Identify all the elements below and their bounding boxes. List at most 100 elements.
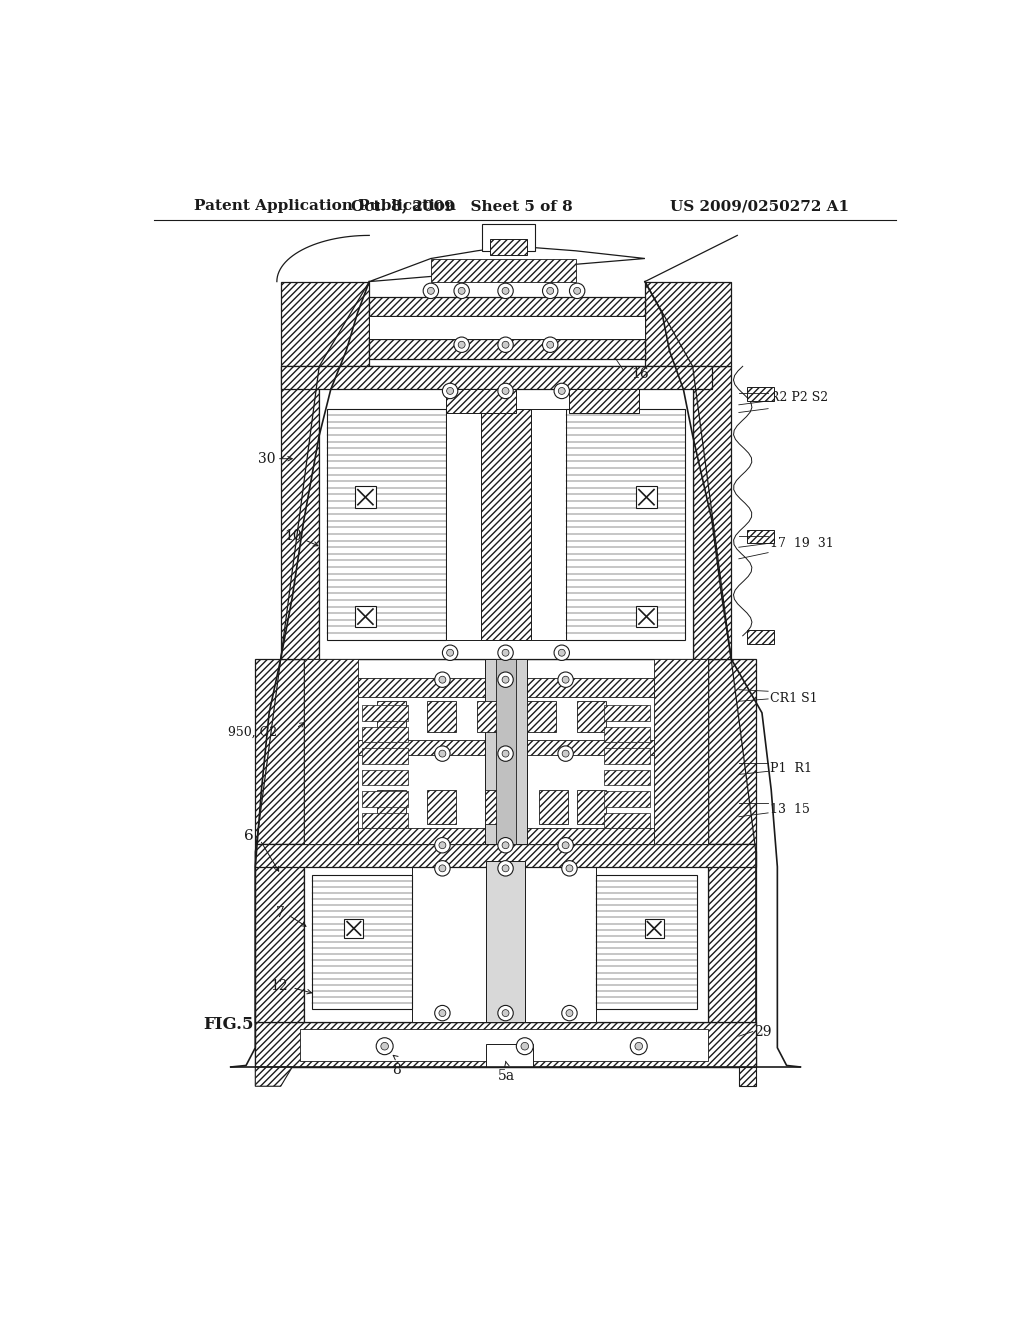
Text: CR1 S1: CR1 S1 (770, 693, 817, 705)
Text: P1  R1: P1 R1 (770, 762, 812, 775)
Bar (486, 1044, 532, 1067)
Circle shape (439, 676, 445, 684)
Bar (484, 789, 514, 825)
Circle shape (635, 1043, 643, 1049)
Bar (370, 317, 645, 339)
Circle shape (498, 337, 513, 352)
Bar (497, 659, 515, 843)
Polygon shape (255, 1067, 292, 1086)
Circle shape (566, 1010, 572, 1016)
Circle shape (458, 342, 465, 348)
Bar (344, 919, 364, 939)
Circle shape (435, 746, 451, 762)
Bar (578, 789, 606, 825)
Bar (486, 861, 524, 1022)
Text: 12: 12 (270, 979, 289, 993)
Polygon shape (255, 659, 304, 843)
Circle shape (442, 645, 458, 660)
Circle shape (502, 388, 509, 395)
Circle shape (446, 649, 454, 656)
Bar (565, 409, 685, 640)
Bar (370, 339, 645, 359)
Circle shape (554, 645, 569, 660)
Bar (354, 487, 376, 508)
Text: 8: 8 (392, 1063, 400, 1077)
Bar (255, 843, 756, 867)
Bar (644, 919, 664, 939)
Bar (604, 792, 650, 807)
Bar (578, 701, 606, 733)
Circle shape (502, 676, 509, 684)
Bar (357, 678, 654, 697)
Bar (255, 1022, 756, 1067)
Bar (357, 739, 654, 755)
Bar (604, 705, 650, 721)
Circle shape (381, 1043, 388, 1049)
Circle shape (502, 342, 509, 348)
Text: Oct. 8, 2009   Sheet 5 of 8: Oct. 8, 2009 Sheet 5 of 8 (351, 199, 572, 213)
Bar (281, 367, 712, 389)
Circle shape (498, 861, 513, 876)
Bar (304, 659, 708, 843)
Polygon shape (255, 851, 304, 1022)
Bar (377, 701, 407, 733)
Circle shape (435, 672, 451, 688)
Bar (319, 367, 692, 659)
Circle shape (423, 284, 438, 298)
Bar (354, 606, 376, 627)
Text: FIG.5: FIG.5 (204, 1016, 254, 1034)
Bar (604, 748, 650, 763)
Circle shape (543, 284, 558, 298)
Circle shape (547, 342, 554, 348)
Bar (446, 389, 515, 412)
Circle shape (498, 1006, 513, 1020)
Text: R2 P2 S2: R2 P2 S2 (770, 391, 827, 404)
Bar (636, 606, 657, 627)
Bar (604, 770, 650, 785)
Circle shape (458, 288, 465, 294)
Bar (596, 874, 696, 1010)
Text: 950, C2: 950, C2 (227, 726, 276, 739)
Circle shape (631, 1038, 647, 1055)
Circle shape (562, 842, 569, 849)
Circle shape (439, 750, 445, 758)
Bar (636, 487, 657, 508)
Circle shape (562, 1006, 578, 1020)
Bar (746, 387, 773, 401)
Bar (527, 701, 556, 733)
Circle shape (566, 865, 572, 871)
Circle shape (562, 861, 578, 876)
Polygon shape (281, 367, 319, 659)
Bar (746, 630, 773, 644)
Circle shape (558, 838, 573, 853)
Circle shape (558, 746, 573, 762)
Polygon shape (281, 281, 370, 367)
Text: 5a: 5a (498, 1069, 515, 1084)
Circle shape (498, 645, 513, 660)
Circle shape (558, 672, 573, 688)
Circle shape (573, 288, 581, 294)
Circle shape (558, 649, 565, 656)
Circle shape (435, 1006, 451, 1020)
Bar (327, 409, 446, 640)
Bar (357, 829, 654, 843)
Circle shape (498, 284, 513, 298)
Bar (482, 224, 535, 251)
Text: US 2009/0250272 A1: US 2009/0250272 A1 (670, 199, 849, 213)
Bar (255, 1022, 756, 1067)
Bar (300, 1028, 708, 1061)
Circle shape (446, 388, 454, 395)
Circle shape (376, 1038, 393, 1055)
Bar (481, 409, 531, 640)
Text: 10: 10 (284, 529, 301, 543)
Circle shape (439, 865, 445, 871)
Text: 17  19  31: 17 19 31 (770, 537, 834, 550)
Bar (494, 1007, 524, 1022)
Circle shape (558, 388, 565, 395)
Polygon shape (431, 259, 575, 281)
Circle shape (502, 288, 509, 294)
Bar (746, 529, 773, 544)
Circle shape (562, 676, 569, 684)
Text: Patent Application Publication: Patent Application Publication (194, 199, 456, 213)
Bar (304, 861, 708, 1022)
